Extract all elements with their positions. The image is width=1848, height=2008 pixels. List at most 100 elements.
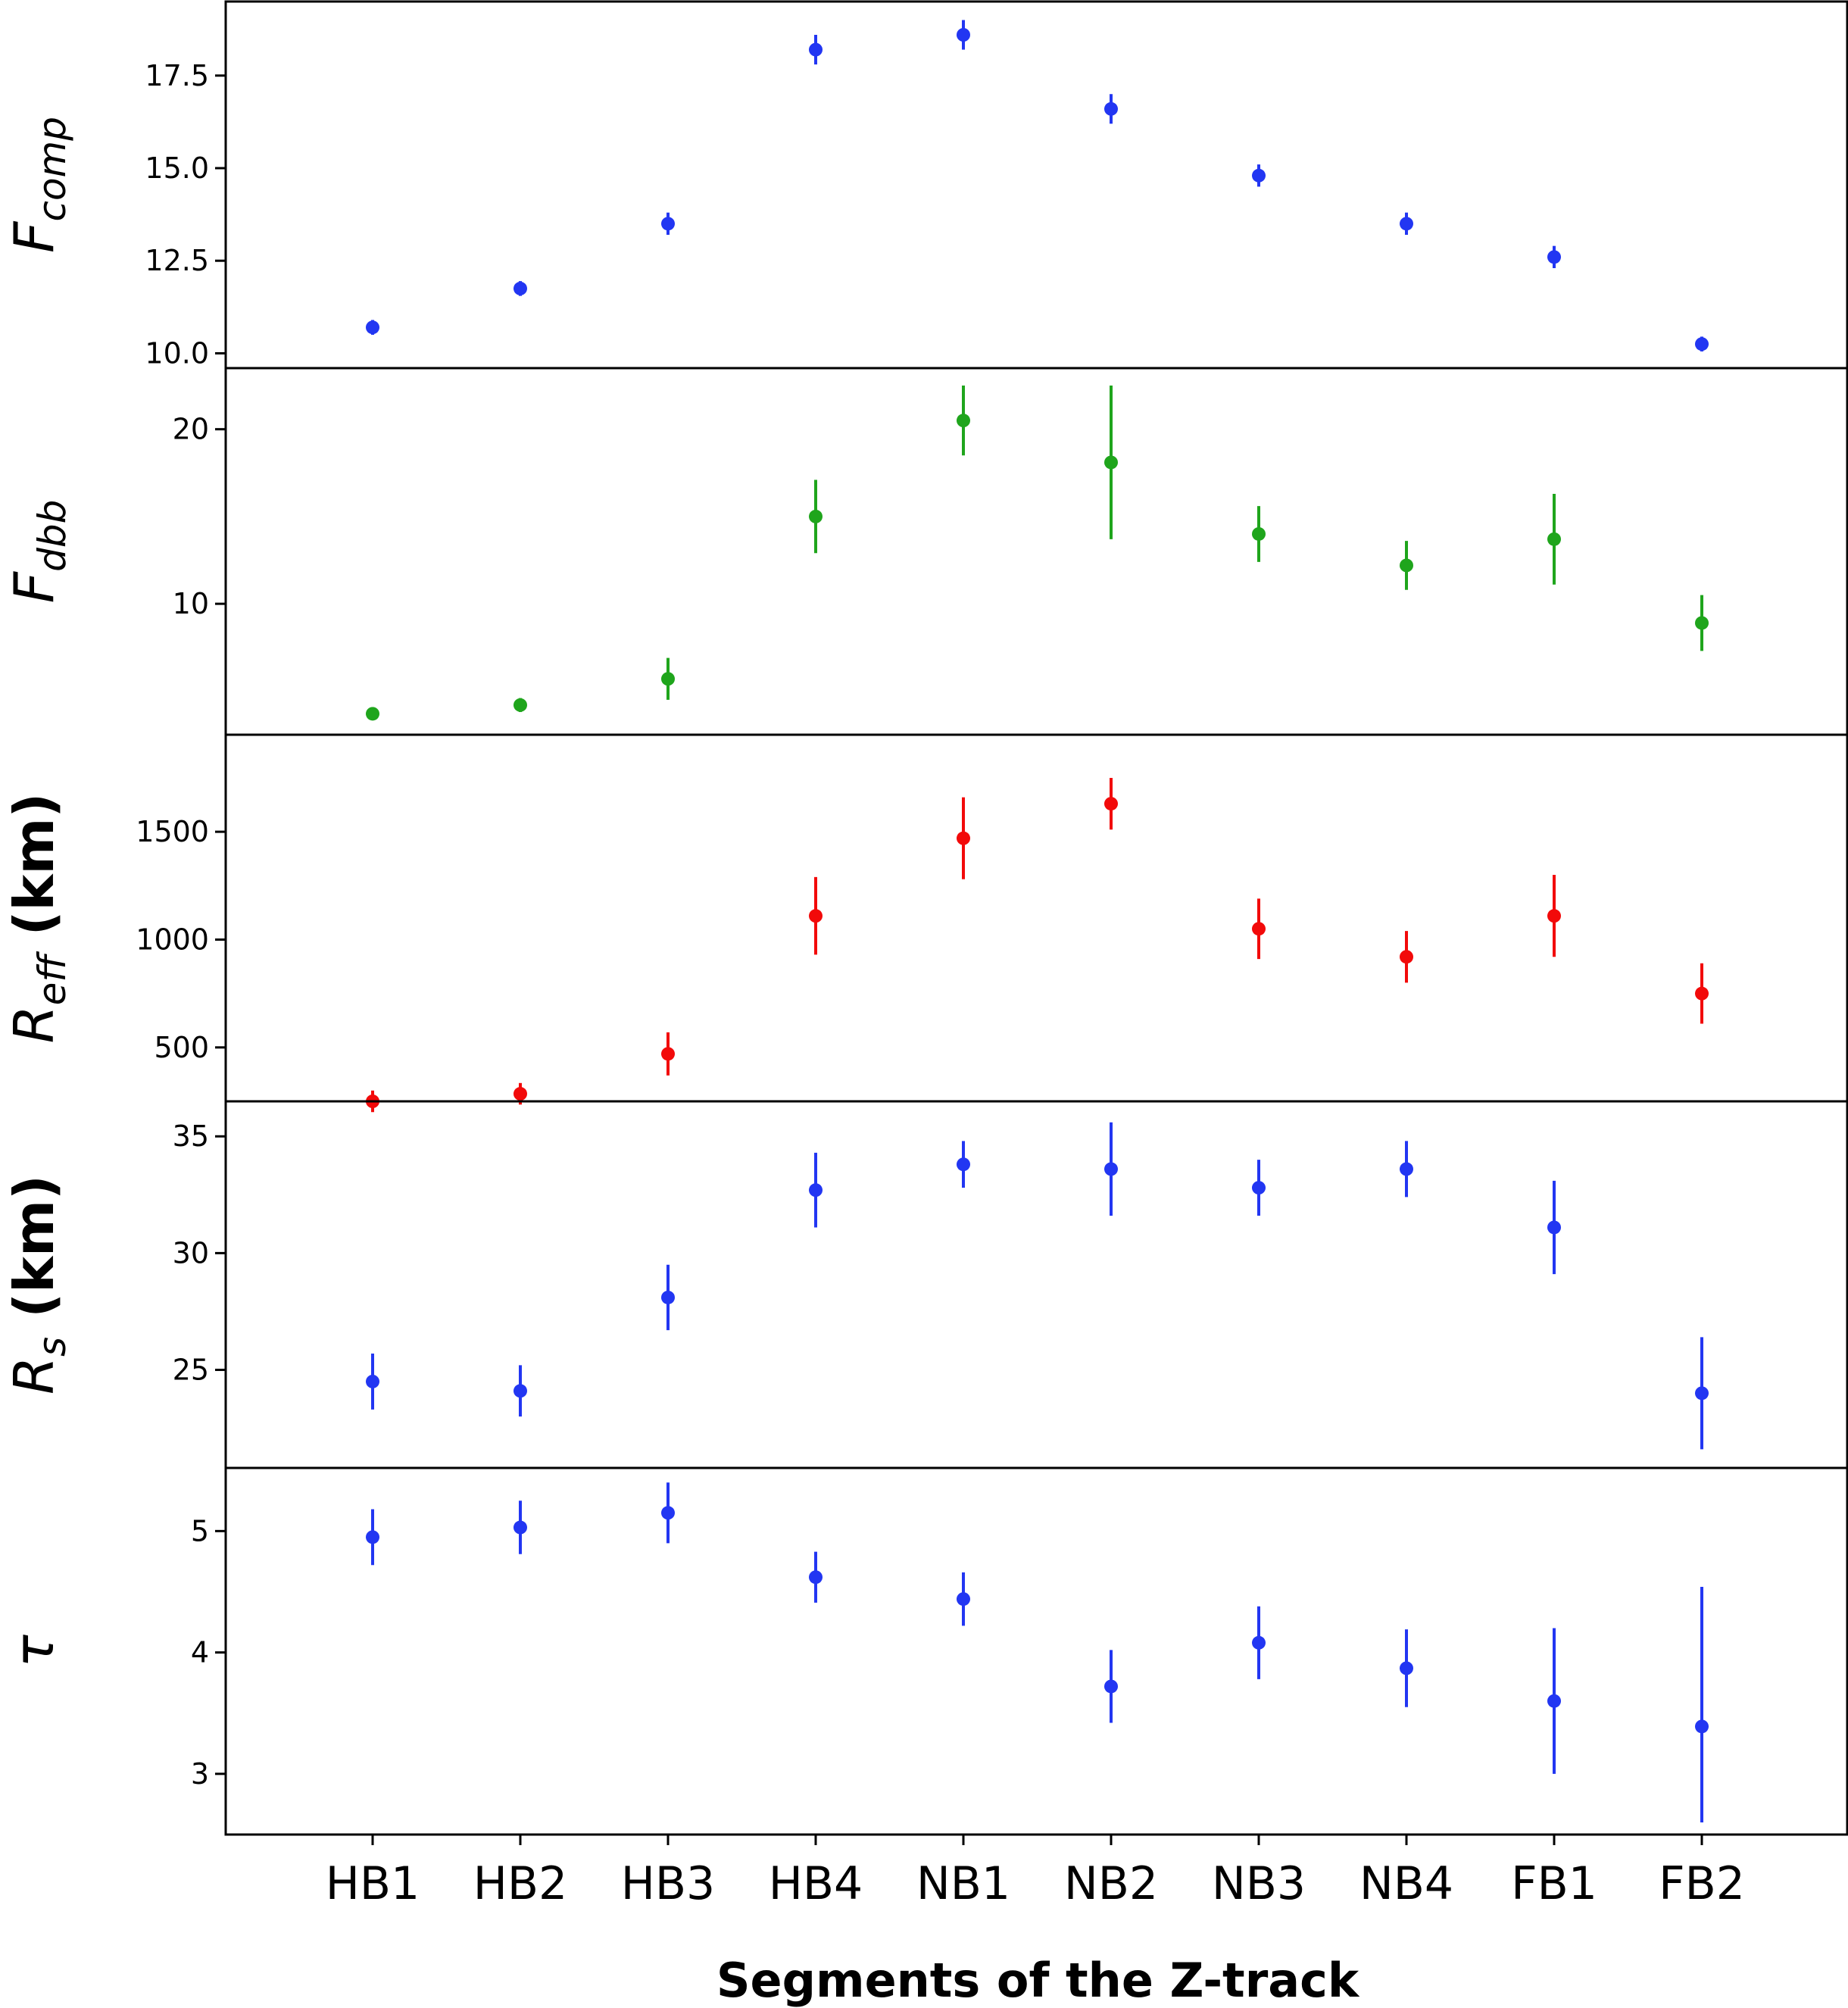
marker: [809, 909, 823, 923]
data-point-reff-FB1: [1547, 875, 1561, 957]
data-point-tau-FB2: [1695, 1587, 1709, 1822]
marker: [366, 1374, 379, 1388]
panel-frame: [224, 0, 1848, 370]
data-point-reff-NB3: [1252, 898, 1266, 960]
marker: [1252, 1635, 1266, 1650]
marker: [809, 42, 823, 57]
data-point-tau-NB2: [1104, 1650, 1118, 1723]
marker: [809, 1183, 823, 1198]
data-point-fcomp-NB4: [1400, 212, 1413, 235]
data-point-fdbb-HB2: [514, 698, 527, 713]
marker: [661, 1506, 675, 1520]
y-label-main: R: [2, 1357, 66, 1394]
data-point-fdbb-NB4: [1400, 541, 1413, 590]
data-point-rs-NB3: [1252, 1160, 1266, 1216]
marker: [957, 1592, 970, 1607]
data-point-fdbb-NB2: [1104, 386, 1118, 539]
marker: [1104, 455, 1118, 470]
y-axis-label-fcomp: Fcomp: [2, 117, 74, 253]
data-point-rs-NB2: [1104, 1122, 1118, 1216]
y-tick-label: 500: [154, 1031, 209, 1064]
x-axis: HB1 HB2 HB3 HB4 NB1 NB2 NB3 NB4 FB1 FB2: [326, 1835, 1745, 1910]
y-label-main: R: [2, 1005, 66, 1043]
y-axis-label-reff: Reff (km): [2, 793, 74, 1044]
marker: [1695, 1719, 1709, 1734]
x-tick-label-HB1: HB1: [326, 1857, 420, 1910]
data-point-fdbb-HB4: [809, 479, 823, 554]
y-tick-label: 12.5: [145, 244, 209, 277]
marker: [1400, 217, 1413, 231]
data-point-rs-FB2: [1695, 1337, 1709, 1450]
y-label-sub: dbb: [30, 500, 74, 572]
data-point-tau-NB4: [1400, 1629, 1413, 1707]
y-label-sub: s: [30, 1337, 74, 1357]
panels-group: 10.0 12.5 15.0 17.5 Fcomp 10 20 Fdbb 500 1000 1500…: [2, 0, 1848, 1836]
marker: [1695, 986, 1709, 1001]
marker: [1695, 1386, 1709, 1401]
data-point-fdbb-FB2: [1695, 595, 1709, 651]
x-tick-label-NB2: NB2: [1064, 1857, 1158, 1910]
y-label-main: F: [2, 220, 66, 253]
data-point-reff-HB4: [809, 876, 823, 955]
marker: [661, 1047, 675, 1061]
marker: [1695, 337, 1709, 351]
data-point-fdbb-FB1: [1547, 493, 1561, 585]
y-label-sub: comp: [30, 117, 74, 222]
panel-frame: [224, 367, 1848, 736]
data-point-tau-HB1: [366, 1509, 379, 1566]
marker: [1400, 950, 1413, 964]
data-point-tau-HB2: [514, 1501, 527, 1554]
y-tick-label: 3: [191, 1757, 209, 1791]
marker: [514, 1384, 527, 1398]
marker: [957, 28, 970, 42]
marker: [514, 1087, 527, 1101]
marker: [661, 217, 675, 231]
x-tick-label-FB1: FB1: [1511, 1857, 1597, 1910]
panel-frame: [224, 733, 1848, 1103]
marker: [514, 698, 527, 712]
data-point-rs-HB3: [661, 1264, 675, 1331]
panel-frame: [224, 1466, 1848, 1836]
marker: [514, 281, 527, 295]
panel-rs: 25 30 35 Rs (km): [2, 1100, 1848, 1469]
marker: [1400, 1162, 1413, 1176]
marker: [1252, 168, 1266, 183]
data-point-reff-NB1: [957, 797, 970, 879]
marker: [957, 1157, 970, 1172]
marker: [1695, 616, 1709, 630]
y-tick-label: 17.5: [145, 59, 209, 92]
y-tick-label: 4: [191, 1636, 209, 1669]
y-label-main: F: [2, 570, 66, 603]
x-tick-label-FB2: FB2: [1659, 1857, 1745, 1910]
y-tick-label: 10: [173, 587, 209, 620]
panel-reff: 500 1000 1500 Reff (km): [2, 733, 1848, 1113]
data-point-rs-HB2: [514, 1365, 527, 1417]
x-tick-label-HB2: HB2: [473, 1857, 567, 1910]
marker: [957, 414, 970, 428]
data-point-fcomp-FB2: [1695, 336, 1709, 351]
y-tick-label: 35: [173, 1120, 209, 1153]
marker: [366, 320, 379, 335]
marker: [661, 1290, 675, 1304]
marker: [366, 707, 379, 721]
data-point-tau-NB3: [1252, 1606, 1266, 1679]
panel-fcomp: 10.0 12.5 15.0 17.5 Fcomp: [2, 0, 1848, 370]
data-point-tau-NB1: [957, 1572, 970, 1626]
x-tick-label-NB3: NB3: [1212, 1857, 1306, 1910]
y-tick-label: 20: [173, 413, 209, 446]
y-label-sub: eff: [30, 951, 74, 1006]
data-point-reff-FB2: [1695, 963, 1709, 1024]
y-tick-label: 1000: [136, 923, 209, 956]
data-point-rs-NB4: [1400, 1141, 1413, 1198]
x-tick-label-HB4: HB4: [769, 1857, 863, 1910]
data-point-fcomp-HB1: [366, 320, 379, 335]
data-point-rs-NB1: [957, 1141, 970, 1188]
marker: [1104, 1679, 1118, 1694]
x-tick-label-HB3: HB3: [621, 1857, 715, 1910]
marker: [1547, 532, 1561, 546]
data-point-rs-HB1: [366, 1353, 379, 1410]
data-point-fcomp-NB3: [1252, 164, 1266, 187]
marker: [957, 831, 970, 845]
marker: [1547, 1694, 1561, 1708]
